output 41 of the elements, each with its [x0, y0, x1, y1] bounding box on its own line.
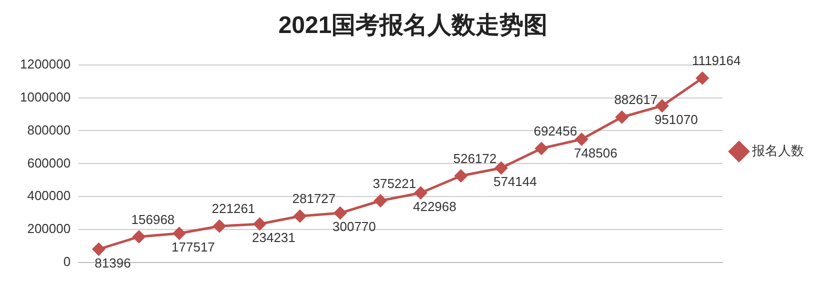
data-label: 281727: [292, 191, 336, 206]
data-label: 692456: [534, 124, 578, 139]
data-label: 177517: [172, 239, 215, 254]
point: [132, 230, 146, 243]
chart-title: 2021国考报名人数走势图: [278, 12, 548, 40]
point: [414, 186, 427, 200]
y-tick-label: 400000: [27, 188, 71, 204]
data-label: 221261: [212, 201, 256, 216]
data-label: 882617: [614, 92, 658, 108]
data-label: 422968: [412, 198, 456, 214]
point: [374, 194, 387, 207]
point: [616, 110, 628, 124]
y-tick-label: 600000: [27, 155, 71, 170]
y-tick-label: 0: [63, 254, 71, 270]
point: [494, 162, 508, 174]
data-label: 951070: [654, 112, 698, 127]
y-tick-label: 800000: [27, 122, 71, 138]
point: [454, 170, 468, 182]
y-tick-label: 1000000: [20, 89, 71, 104]
data-label: 574144: [493, 174, 537, 190]
data-label: 1119164: [692, 53, 741, 68]
data-label: 234231: [252, 230, 296, 246]
legend-label: 报名人数: [751, 143, 804, 158]
point: [535, 142, 548, 155]
point: [92, 242, 105, 256]
data-label: 300770: [332, 219, 376, 234]
data-label: 375221: [372, 176, 416, 191]
point: [696, 72, 709, 84]
point: [575, 132, 588, 146]
point: [294, 210, 306, 222]
point: [172, 227, 186, 240]
y-tick-label: 200000: [27, 221, 71, 236]
point: [213, 220, 226, 232]
point: [656, 100, 668, 112]
data-label: 748506: [574, 145, 618, 160]
data-label: 156968: [131, 212, 175, 227]
data-label: 81396: [94, 255, 131, 270]
point: [253, 218, 266, 230]
point: [334, 206, 346, 220]
data-label: 526172: [453, 150, 497, 166]
y-tick-label: 1200000: [20, 56, 71, 72]
